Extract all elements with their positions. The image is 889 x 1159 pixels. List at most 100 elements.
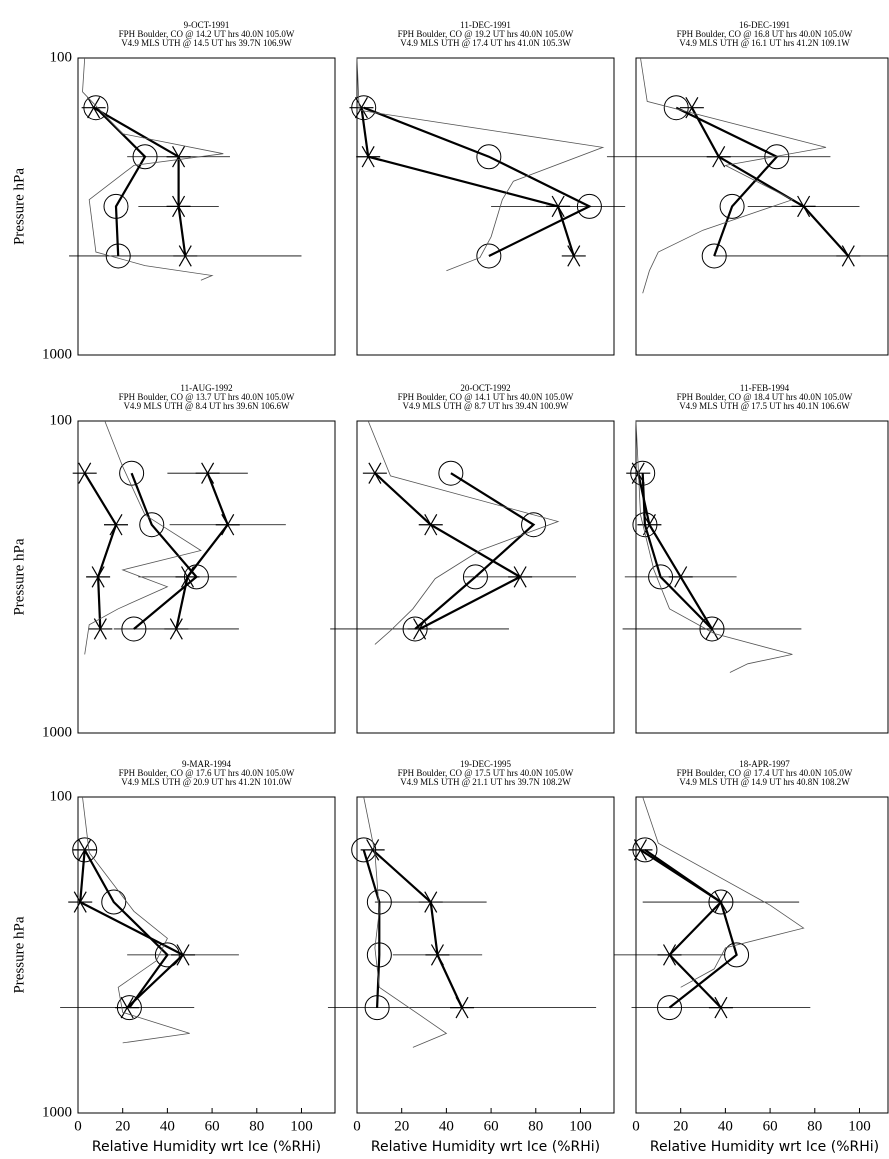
y-tick-label: 1000 [42, 724, 72, 740]
circle-marker [139, 512, 165, 538]
plot-frame [77, 57, 336, 356]
asterisk-stroke [366, 839, 380, 861]
y-tick-label: 100 [50, 49, 73, 65]
plot-frame [77, 420, 336, 734]
asterisk-stroke [642, 514, 656, 536]
x-tick-label: 100 [848, 1118, 871, 1134]
series-line [414, 472, 536, 630]
asterisk-marker [637, 514, 662, 536]
panel-subtitle: FPH Boulder, CO @ 17.5 UT hrs 40.0N 105.… [398, 768, 574, 778]
profile-line [356, 57, 605, 272]
asterisk-stroke [424, 514, 438, 536]
panel-title: 18-APR-1997 [739, 759, 790, 769]
asterisk-marker [628, 839, 653, 861]
panel-subtitle: FPH Boulder, CO @ 18.4 UT hrs 40.0N 105.… [677, 392, 853, 402]
asterisk-stroke [78, 462, 92, 484]
profile-line [82, 796, 190, 1044]
asterisk-marker [418, 514, 443, 536]
asterisk-stroke [633, 839, 647, 861]
x-tick-label: 60 [763, 1118, 778, 1134]
plot-frame [356, 420, 615, 734]
asterisk-marker [81, 96, 106, 119]
panel-title: 9-MAR-1994 [182, 759, 231, 769]
x-tick-label: 60 [205, 1118, 220, 1134]
x-tick-label: 100 [569, 1118, 592, 1134]
series-line [637, 472, 713, 630]
panel-subtitle: FPH Boulder, CO @ 17.6 UT hrs 40.0N 105.… [119, 768, 295, 778]
x-tick-label: 40 [718, 1118, 733, 1134]
y-tick-label: 100 [50, 788, 73, 804]
y-tick-label: 100 [50, 412, 73, 428]
x-tick-label: 60 [484, 1118, 499, 1134]
asterisk-marker [360, 839, 385, 861]
asterisk-marker [561, 245, 586, 267]
panel-title: 11-FEB-1994 [740, 383, 790, 393]
plot-frame [77, 796, 336, 1114]
series-line [690, 107, 850, 257]
series-line [371, 849, 463, 1009]
panel-subtitle: FPH Boulder, CO @ 14.2 UT hrs 40.0N 105.… [119, 29, 295, 39]
asterisk-marker [88, 618, 113, 640]
asterisk-marker [679, 96, 704, 119]
asterisk-marker [349, 96, 374, 119]
panel-subtitle: V4.9 MLS UTH @ 8.7 UT hrs 39.4N 100.9W [402, 401, 569, 411]
profile-line [84, 420, 202, 655]
panel-title: 9-OCT-1991 [184, 20, 230, 30]
series-line [79, 849, 185, 1009]
panel-subtitle: V4.9 MLS UTH @ 21.1 UT hrs 39.7N 108.2W [400, 777, 571, 787]
x-tick-label: 80 [807, 1118, 822, 1134]
panel-subtitle: V4.9 MLS UTH @ 20.9 UT hrs 41.2N 101.0W [121, 777, 292, 787]
series-line [675, 106, 779, 257]
panel-subtitle: V4.9 MLS UTH @ 14.5 UT hrs 39.7N 106.9W [121, 38, 292, 48]
plot-frame [635, 57, 889, 356]
panel-title: 11-DEC-1991 [460, 20, 511, 30]
asterisk-stroke [354, 96, 368, 119]
panel-title: 11-AUG-1992 [180, 383, 232, 393]
series-line [175, 472, 229, 630]
asterisk-stroke [109, 514, 123, 536]
x-axis-label: Relative Humidity wrt Ice (%RHi) [650, 1139, 879, 1155]
x-tick-label: 40 [439, 1118, 454, 1134]
x-tick-label: 0 [74, 1118, 82, 1134]
circle-marker [476, 243, 502, 269]
y-tick-label: 1000 [42, 346, 72, 362]
series-line [95, 106, 147, 257]
y-tick-label: 1000 [42, 1104, 72, 1120]
asterisk-marker [68, 891, 93, 913]
asterisk-marker [103, 514, 128, 536]
circle-marker [103, 193, 129, 219]
x-axis-label: Relative Humidity wrt Ice (%RHi) [92, 1139, 321, 1155]
panel-subtitle: V4.9 MLS UTH @ 17.4 UT hrs 41.0N 105.3W [400, 38, 571, 48]
x-tick-label: 40 [160, 1118, 175, 1134]
y-axis-label: Pressure hPa [11, 538, 27, 615]
circle-marker [438, 460, 464, 486]
x-tick-label: 80 [249, 1118, 264, 1134]
asterisk-marker [356, 146, 381, 168]
panel-title: 16-DEC-1991 [739, 20, 790, 30]
asterisk-stroke [78, 839, 92, 861]
profile-line [363, 796, 448, 1048]
series-line [83, 472, 118, 630]
asterisk-stroke [91, 566, 105, 588]
x-tick-label: 20 [115, 1118, 130, 1134]
asterisk-marker [72, 839, 97, 861]
series-line [130, 472, 198, 630]
series-line [363, 106, 592, 257]
asterisk-stroke [361, 146, 375, 168]
x-tick-label: 0 [632, 1118, 640, 1134]
x-tick-label: 0 [353, 1118, 361, 1134]
series-line [644, 848, 738, 1009]
profile-line [82, 57, 224, 281]
asterisk-marker [86, 566, 111, 588]
profile-line [640, 57, 827, 294]
series-line [374, 472, 523, 630]
x-axis-label: Relative Humidity wrt Ice (%RHi) [371, 1139, 600, 1155]
y-axis-label: Pressure hPa [11, 168, 27, 245]
circle-marker [719, 193, 745, 219]
panel-subtitle: V4.9 MLS UTH @ 16.1 UT hrs 41.2N 109.1W [679, 38, 850, 48]
series-line [641, 473, 713, 630]
asterisk-stroke [567, 245, 581, 267]
circle-marker [521, 512, 547, 538]
asterisk-stroke [87, 96, 101, 119]
